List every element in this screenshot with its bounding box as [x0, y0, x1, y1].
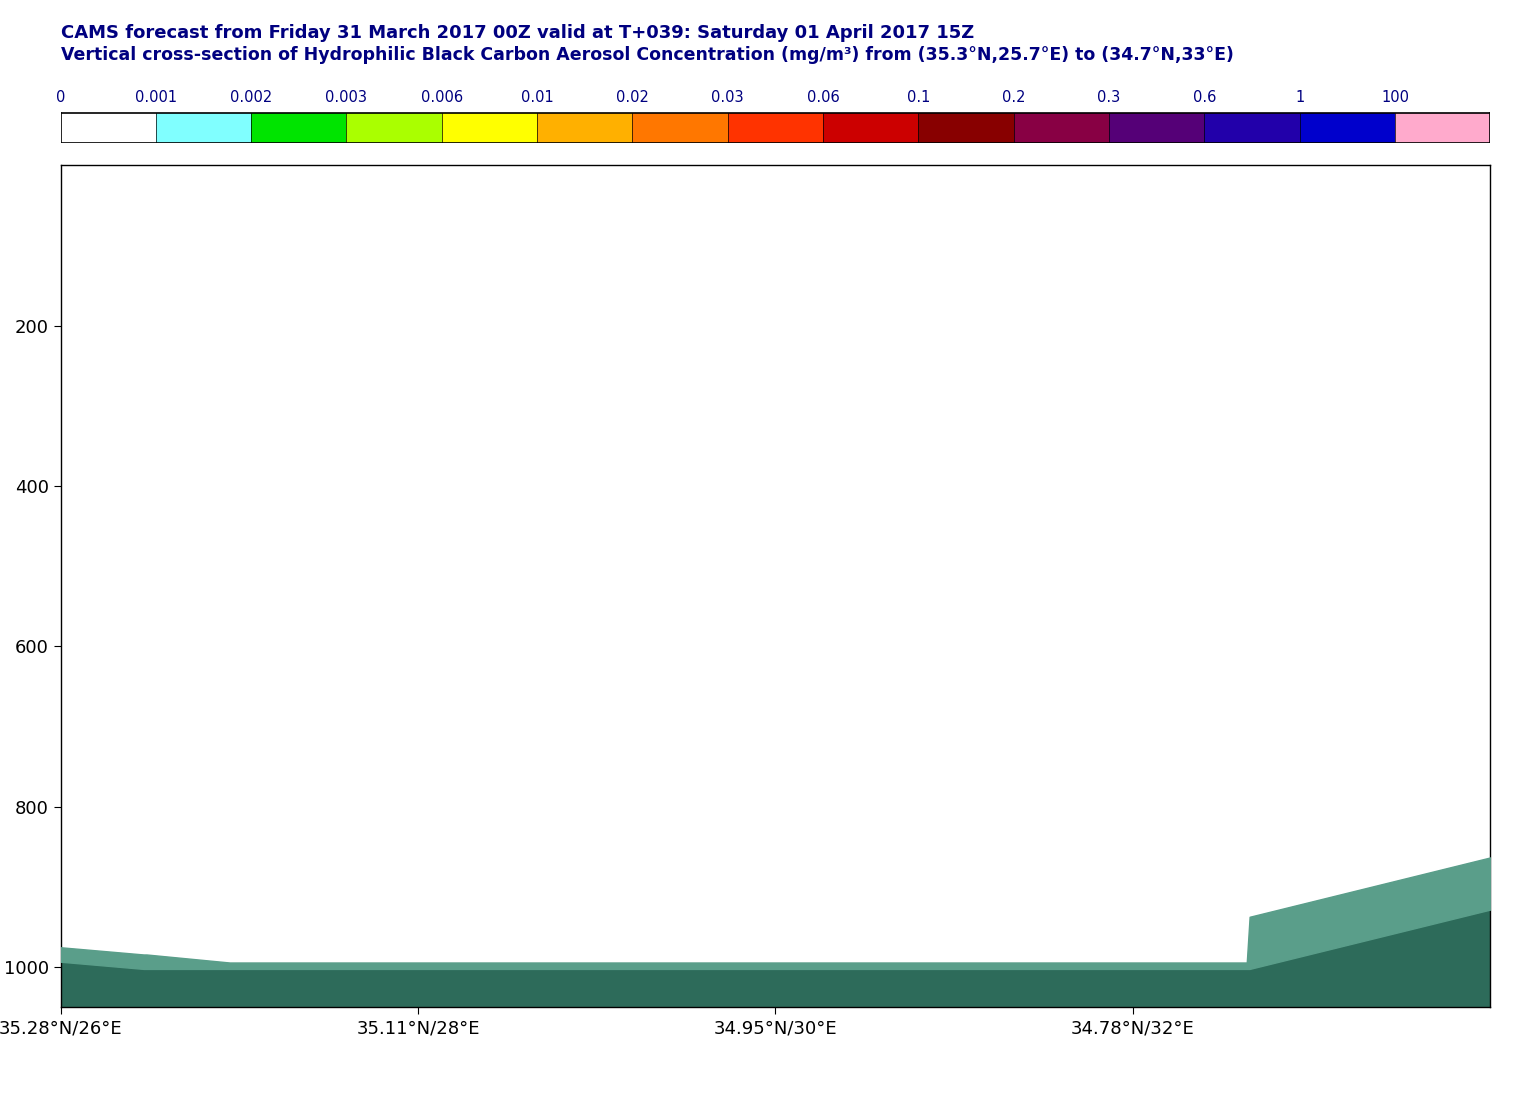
Text: 0.3: 0.3 — [1097, 90, 1121, 106]
Text: 0.01: 0.01 — [520, 90, 554, 106]
Bar — [442, 113, 537, 143]
Bar — [728, 113, 823, 143]
Bar — [61, 113, 156, 143]
Text: 0.03: 0.03 — [711, 90, 744, 106]
Bar — [156, 113, 251, 143]
Bar — [1109, 113, 1204, 143]
Text: CAMS forecast from Friday 31 March 2017 00Z valid at T+039: Saturday 01 April 20: CAMS forecast from Friday 31 March 2017 … — [61, 24, 974, 42]
Text: 0.6: 0.6 — [1192, 90, 1216, 106]
Text: 0.002: 0.002 — [230, 90, 272, 106]
Bar — [918, 113, 1014, 143]
Bar — [823, 113, 918, 143]
Text: 0.2: 0.2 — [1002, 90, 1026, 106]
Text: Vertical cross-section of Hydrophilic Black Carbon Aerosol Concentration (mg/m³): Vertical cross-section of Hydrophilic Bl… — [61, 46, 1233, 64]
Text: 0.006: 0.006 — [421, 90, 463, 106]
Text: 0.1: 0.1 — [906, 90, 930, 106]
Text: 1: 1 — [1295, 90, 1304, 106]
Bar — [537, 113, 632, 143]
Text: 0: 0 — [56, 90, 65, 106]
Bar — [251, 113, 346, 143]
Text: 0.02: 0.02 — [616, 90, 649, 106]
Text: 0.003: 0.003 — [325, 90, 368, 106]
Bar — [1204, 113, 1300, 143]
Bar — [346, 113, 442, 143]
Bar — [1014, 113, 1109, 143]
Bar — [1395, 113, 1490, 143]
Text: 0.001: 0.001 — [135, 90, 177, 106]
Text: 100: 100 — [1381, 90, 1409, 106]
Bar — [1300, 113, 1395, 143]
Text: 0.06: 0.06 — [806, 90, 840, 106]
Bar — [632, 113, 728, 143]
